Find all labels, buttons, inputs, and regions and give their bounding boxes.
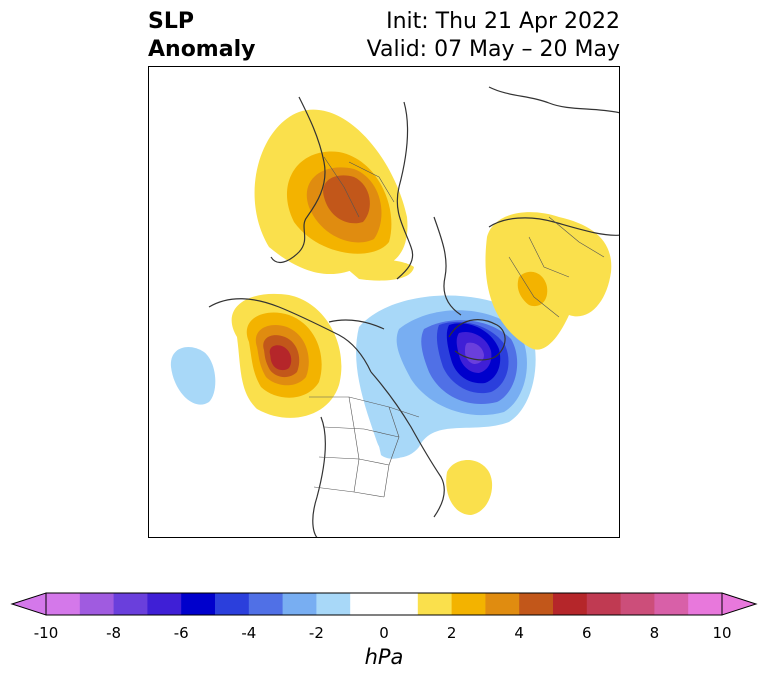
colorbar-segment — [688, 593, 723, 615]
colorbar-segment — [620, 593, 655, 615]
colorbar-segment — [282, 593, 317, 615]
init-date: Init: Thu 21 Apr 2022 — [386, 9, 620, 34]
positive-anomaly-greenland-north-europe — [254, 109, 414, 281]
colorbar-segment — [147, 593, 182, 615]
colorbar — [10, 592, 758, 616]
colorbar-segment — [654, 593, 689, 615]
anomaly-map — [170, 86, 619, 537]
positive-anomaly-siberia — [485, 212, 612, 350]
colorbar-outline — [45, 592, 723, 616]
colorbar-segment — [113, 593, 148, 615]
colorbar-extend-low — [10, 592, 47, 616]
colorbar-segment — [553, 593, 588, 615]
colorbar-tick-label: 8 — [649, 624, 660, 642]
colorbar-segment — [417, 593, 453, 615]
negative-anomaly-north-pacific — [170, 347, 216, 405]
colorbar-segment — [451, 593, 486, 615]
negative-anomaly-hudson-bay-labrador — [356, 295, 536, 459]
title-line-1: SLP — [148, 9, 194, 34]
colorbar-segment — [215, 593, 250, 615]
colorbar-segment — [248, 593, 284, 615]
forecast-dates: Init: Thu 21 Apr 2022 Valid: 07 May – 20… — [367, 8, 620, 64]
colorbar-segment — [350, 593, 385, 615]
colorbar-tick-label: 10 — [712, 624, 732, 642]
plot-title: SLP Anomaly — [148, 8, 255, 64]
positive-anomaly-central-atlantic — [446, 459, 493, 515]
colorbar-tick-label: 0 — [379, 624, 389, 642]
political-boundaries — [309, 156, 605, 498]
colorbar-segment — [316, 593, 351, 615]
colorbar-tick-label: -4 — [241, 624, 257, 642]
colorbar-tick-label: 2 — [446, 624, 457, 642]
colorbar-tick-labels: -10 -8 -6 -4 -2 0 2 4 6 8 10 — [0, 624, 768, 644]
coastlines — [208, 86, 619, 537]
colorbar-segment — [485, 593, 520, 615]
colorbar-tick-label: 6 — [582, 624, 592, 642]
colorbar-segment — [384, 593, 419, 615]
colorbar-segment — [46, 593, 81, 615]
colorbar-segment — [586, 593, 622, 615]
colorbar-tick-label: -10 — [33, 624, 59, 642]
colorbar-segment — [181, 593, 216, 615]
map-frame — [148, 66, 620, 538]
colorbar-tick-label: 4 — [514, 624, 524, 642]
colorbar-tick-label: -6 — [173, 624, 189, 642]
colorbar-tick-label: -2 — [308, 624, 324, 642]
colorbar-extend-high — [721, 592, 758, 616]
positive-anomaly-gulf-of-alaska — [231, 293, 342, 418]
colorbar-segment — [79, 593, 115, 615]
colorbar-tick-label: -8 — [106, 624, 122, 642]
colorbar-segment — [519, 593, 554, 615]
title-line-2: Anomaly — [148, 37, 256, 62]
colorbar-unit: hPa — [364, 645, 404, 669]
colorbar-segments — [46, 593, 723, 615]
valid-date: Valid: 07 May – 20 May — [366, 37, 620, 62]
